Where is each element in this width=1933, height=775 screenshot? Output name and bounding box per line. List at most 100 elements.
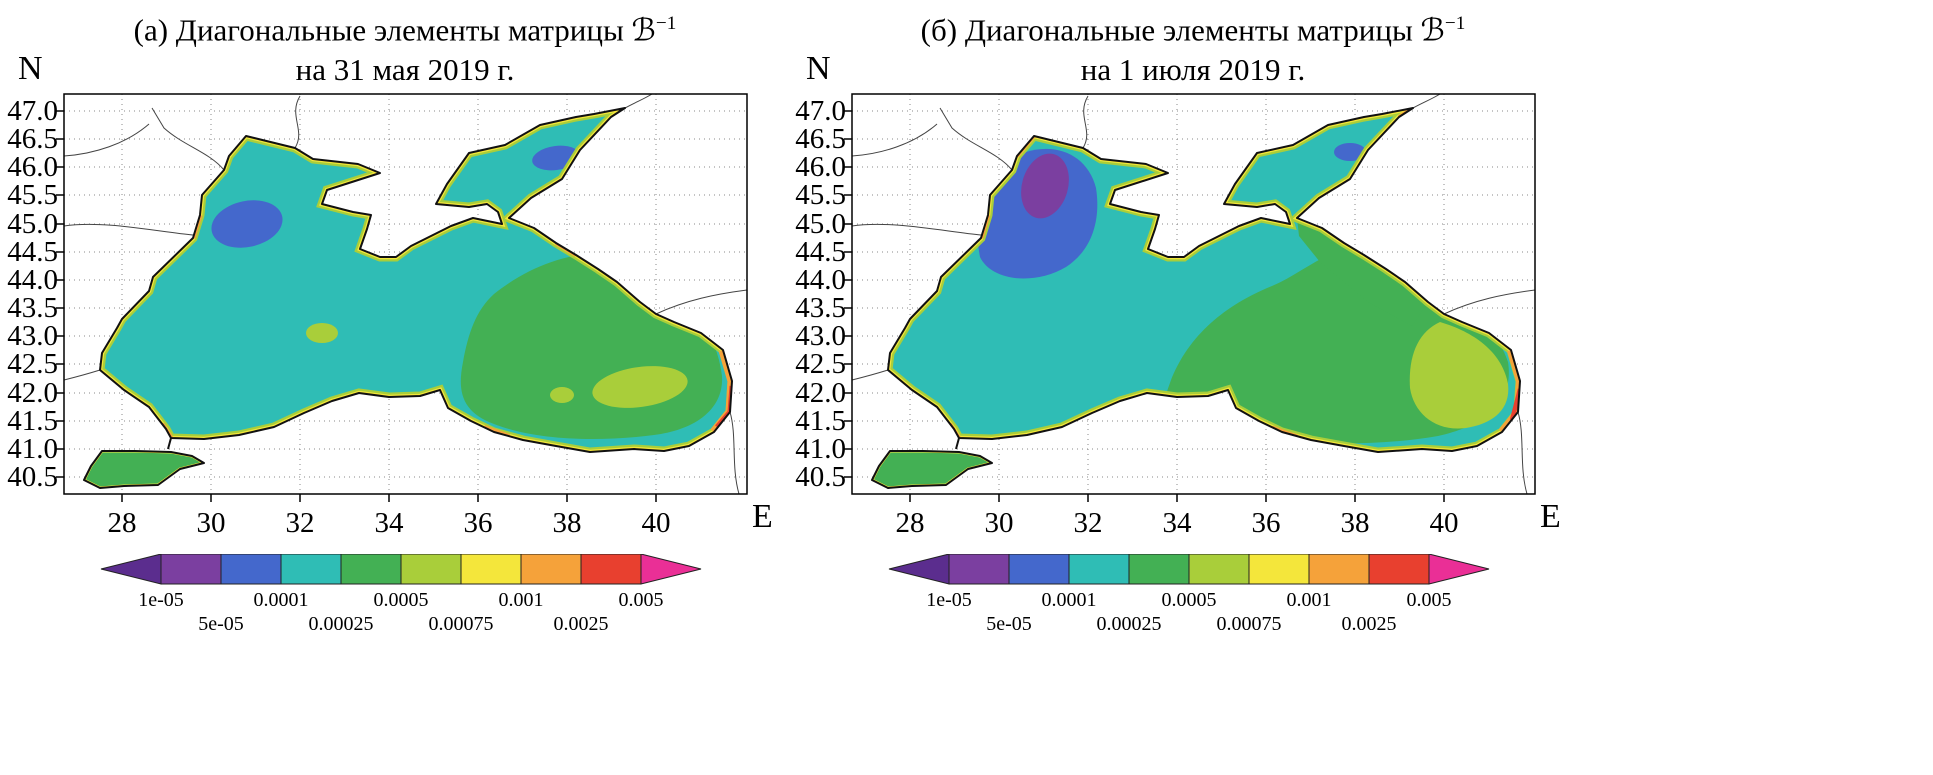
y-tick-label: 45.5 [795, 179, 846, 211]
coastline [871, 107, 1521, 489]
colorbar-label: 0.00025 [309, 613, 374, 634]
colorbar-cell-teal [1068, 554, 1130, 585]
x-tick-label: 40 [642, 507, 671, 539]
colorbar-cell-teal [280, 554, 342, 585]
y-tick-label: 41.0 [795, 433, 846, 465]
y-tick-label: 45.0 [795, 208, 846, 240]
y-tick-label: 46.5 [7, 123, 58, 155]
sea-fill-b [872, 108, 1520, 488]
matrix-exponent: −1 [655, 13, 677, 34]
y-tick-label: 46.0 [7, 151, 58, 183]
colorbar-label: 0.001 [499, 589, 544, 611]
y-tick-label: 44.5 [795, 236, 846, 268]
colorbar-b: 1e-05 5e-05 0.0001 0.00025 0.0005 0.0007… [888, 554, 1490, 634]
y-tick-label: 41.5 [7, 405, 58, 437]
colorbar-cell-blue [1008, 554, 1070, 585]
colorbar-label: 0.00075 [429, 613, 494, 634]
y-tick-label: 41.5 [795, 405, 846, 437]
panel-a: (а) Диагональные элементы матрицы ℬ−1 на… [0, 0, 788, 775]
x-tick-label: 28 [896, 507, 925, 539]
colorbar-cell-green [340, 554, 402, 585]
colorbar-label: 0.0001 [254, 589, 309, 611]
colorbar-label: 5e-05 [198, 613, 244, 634]
y-tick-label: 40.5 [7, 461, 58, 493]
y-tick-label: 43.0 [7, 320, 58, 352]
sea-fill-a [84, 108, 732, 488]
y-tick-labels: 47.0 46.5 46.0 45.5 45.0 44.5 44.0 43.5 … [7, 95, 58, 493]
y-tick-label: 43.5 [7, 292, 58, 324]
panel-b-title-line2: на 1 июля 2019 г. [1080, 52, 1306, 88]
colorbar-cell-yellow [1248, 554, 1310, 585]
colorbar-cell-yellow [460, 554, 522, 585]
x-tick-label: 36 [464, 507, 493, 539]
y-tick-labels: 47.0 46.5 46.0 45.5 45.0 44.5 44.0 43.5 … [795, 95, 846, 493]
x-tick-label: 36 [1252, 507, 1281, 539]
y-tick-label: 45.0 [7, 208, 58, 240]
y-tick-label: 45.5 [7, 179, 58, 211]
panel-a-title-line2: на 31 мая 2019 г. [295, 52, 515, 88]
y-tick-label: 41.0 [7, 433, 58, 465]
x-tick-label: 28 [108, 507, 137, 539]
colorbar-label: 0.00075 [1217, 613, 1282, 634]
x-tick-label: 38 [1341, 507, 1370, 539]
land-border-lines [851, 93, 1536, 495]
x-tick-label: 32 [286, 507, 315, 539]
y-tick-label: 46.5 [795, 123, 846, 155]
yellow-green-band-east [1409, 322, 1509, 429]
colorbar-a: 1e-05 5e-05 0.0001 0.00025 0.0005 0.0007… [100, 554, 702, 634]
y-tick-label: 47.0 [795, 95, 846, 127]
colorbar-cell-orange [1308, 554, 1370, 585]
y-tick-label: 46.0 [795, 151, 846, 183]
x-tick-label: 30 [197, 507, 226, 539]
panel-b-title-text: (б) Диагональные элементы матрицы [920, 12, 1421, 48]
purple-core-northwest [1021, 153, 1069, 219]
colorbar-arrow-high [640, 554, 702, 585]
y-tick-label: 47.0 [7, 95, 58, 127]
colorbar-label: 0.0005 [1162, 589, 1217, 611]
panel-a-title-text: (а) Диагональные элементы матрицы [133, 12, 632, 48]
colorbar-cell-yellow-green [400, 554, 462, 585]
panel-a-title-line1: (а) Диагональные элементы матрицы ℬ−1 [15, 4, 795, 50]
blue-patch-northwest [211, 200, 283, 248]
y-tick-label: 44.0 [7, 264, 58, 296]
colorbar-label: 0.001 [1287, 589, 1332, 611]
x-tick-label: 34 [1163, 507, 1193, 539]
y-tick-label: 42.5 [795, 348, 846, 380]
panel-b: (б) Диагональные элементы матрицы ℬ−1 на… [788, 0, 1576, 775]
y-tick-label: 43.0 [795, 320, 846, 352]
marmara-sea-fill [84, 449, 208, 488]
colorbar-labels: 1e-05 5e-05 0.0001 0.00025 0.0005 0.0007… [138, 589, 663, 634]
map-plot-a: 47.0 46.5 46.0 45.5 45.0 44.5 44.0 43.5 … [7, 93, 748, 539]
green-lobe-northeast [1297, 218, 1428, 326]
colorbar-cell-purple [948, 554, 1010, 585]
colorbar-label: 1e-05 [138, 589, 184, 611]
coastline [83, 107, 733, 489]
colorbar-label: 0.0025 [554, 613, 609, 634]
map-plot-b: 47.0 46.5 46.0 45.5 45.0 44.5 44.0 43.5 … [795, 93, 1536, 539]
x-tick-label: 38 [553, 507, 582, 539]
marmara-sea-fill [872, 449, 996, 488]
colorbar-arrow-high [1428, 554, 1490, 585]
yellow-green-spot-south [550, 387, 574, 403]
panel-b-title: (б) Диагональные элементы матрицы ℬ−1 на… [803, 4, 1583, 89]
colorbar-cell-red [580, 554, 642, 585]
x-tick-label: 32 [1074, 507, 1103, 539]
colorbar-arrow-low [100, 554, 162, 585]
y-axis-label: N [18, 50, 43, 87]
plot-border [851, 93, 1536, 495]
colorbar-arrow-low [888, 554, 950, 585]
matrix-symbol: ℬ [1420, 12, 1445, 49]
panel-b-title-line1: (б) Диагональные элементы матрицы ℬ−1 [803, 4, 1583, 50]
colorbar-cell-purple [160, 554, 222, 585]
x-tick-labels: 28 30 32 34 36 38 40 [108, 507, 671, 539]
colorbar-label: 0.005 [1407, 589, 1452, 611]
colorbar-label: 1e-05 [926, 589, 972, 611]
x-axis-label: E [1540, 498, 1561, 535]
y-tick-label: 42.0 [7, 377, 58, 409]
x-axis-label: E [752, 498, 773, 535]
matrix-exponent: −1 [1444, 13, 1466, 34]
x-tick-label: 34 [375, 507, 405, 539]
x-tick-label: 40 [1430, 507, 1459, 539]
colorbar-label: 0.0001 [1042, 589, 1097, 611]
